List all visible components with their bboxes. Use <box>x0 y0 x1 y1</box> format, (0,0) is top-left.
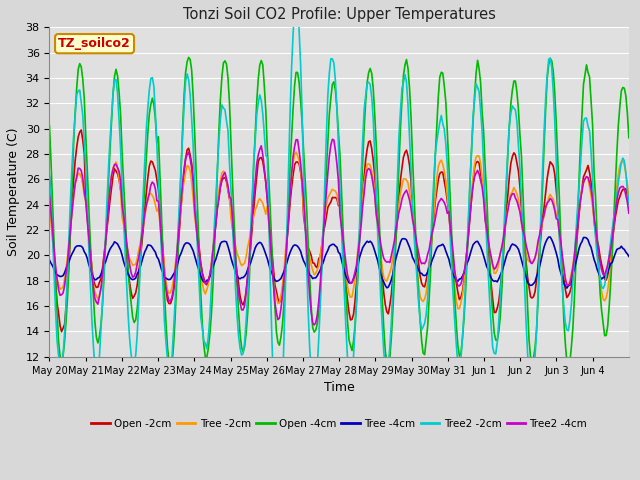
Title: Tonzi Soil CO2 Profile: Upper Temperatures: Tonzi Soil CO2 Profile: Upper Temperatur… <box>183 7 495 22</box>
Y-axis label: Soil Temperature (C): Soil Temperature (C) <box>7 128 20 256</box>
Text: TZ_soilco2: TZ_soilco2 <box>58 37 131 50</box>
Legend: Open -2cm, Tree -2cm, Open -4cm, Tree -4cm, Tree2 -2cm, Tree2 -4cm: Open -2cm, Tree -2cm, Open -4cm, Tree -4… <box>87 415 591 433</box>
X-axis label: Time: Time <box>324 382 355 395</box>
